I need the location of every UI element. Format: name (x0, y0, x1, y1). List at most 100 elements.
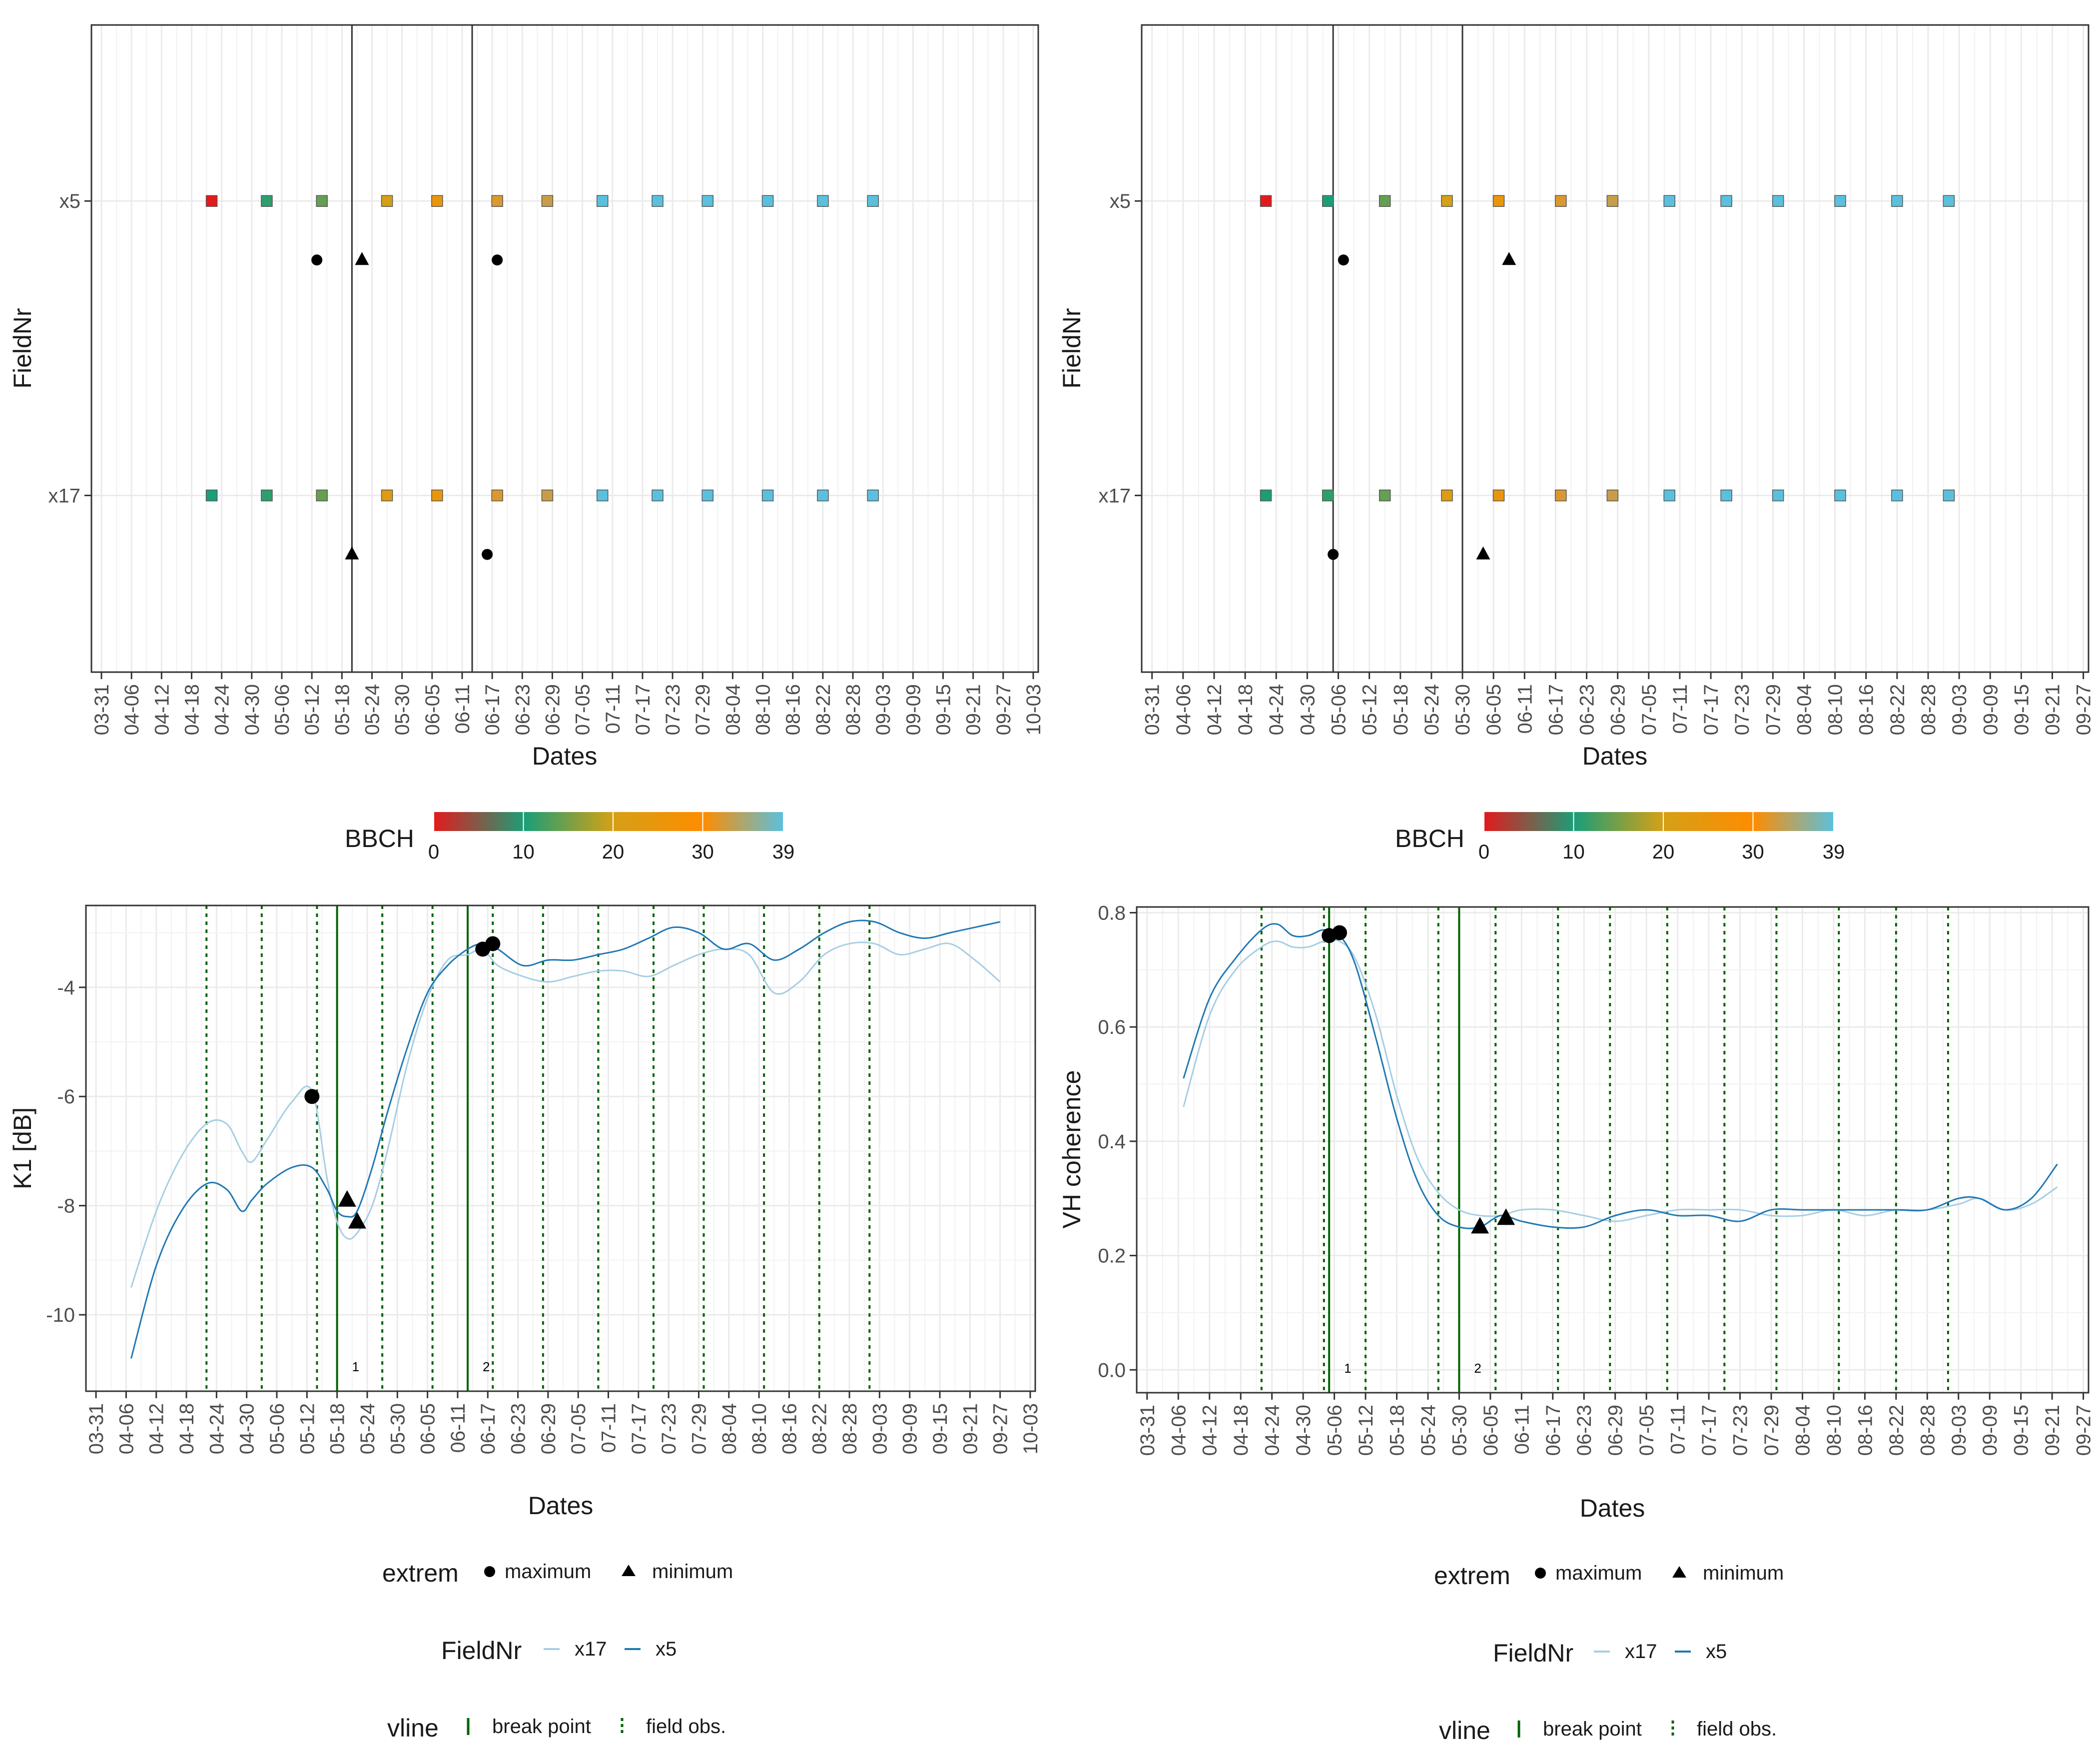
bbch-break-label: 10 (1562, 841, 1585, 863)
bbch-observation-square (1322, 195, 1334, 207)
x-tick-label: 06-05 (422, 684, 444, 735)
x-tick-label: 06-29 (1607, 684, 1629, 735)
data-marks (205, 195, 879, 560)
grid-lines (91, 25, 1038, 672)
x-tick-label: 04-30 (1297, 684, 1319, 735)
x-tick-label: 07-05 (572, 684, 594, 735)
bbch-observation-square (1891, 489, 1903, 502)
x-axis: 03-31 04-06 04-12 04-18 04-24 04-30 05-06 05-12… (1137, 1393, 2095, 1456)
x-tick-label: 06-29 (1605, 1405, 1627, 1456)
bbch-break-label: 39 (1823, 841, 1845, 863)
minimum-point (1497, 1208, 1515, 1225)
bbch-observation-square (701, 195, 714, 207)
y-tick-label: 0.4 (1098, 1131, 1126, 1153)
x17-label: x17 (1625, 1641, 1657, 1663)
extreme-points (304, 936, 501, 1229)
x-tick-label: 09-27 (2073, 684, 2095, 735)
y-tick-label: -6 (57, 1086, 75, 1108)
y-tick-label: 0.2 (1098, 1245, 1126, 1267)
x-axis-title: Dates (532, 742, 598, 770)
x-tick-label: 08-28 (1918, 684, 1940, 735)
maximum-point (482, 549, 493, 560)
x-tick-label: 04-24 (206, 1403, 228, 1454)
bbch-observation-square (1441, 195, 1453, 207)
bbch-observation-square (316, 489, 328, 502)
series-line-x17 (1183, 939, 2058, 1222)
x-tick-label: 09-15 (2011, 1405, 2033, 1456)
x-tick-label: 08-04 (1793, 684, 1815, 735)
minimum-key-icon (622, 1565, 636, 1576)
x-tick-label: 06-29 (542, 684, 564, 735)
y-tick-label: 0.8 (1098, 902, 1126, 924)
x-tick-label: 06-11 (452, 684, 474, 734)
bbch-observation-square (431, 195, 443, 207)
fieldnr-legend-right: FieldNr x17 x5 (1493, 1639, 1727, 1667)
x17-label: x17 (575, 1638, 607, 1660)
x-tick-label: 07-23 (1731, 684, 1753, 735)
x-tick-label: 06-05 (1480, 1405, 1502, 1456)
bbch-observation-square (1606, 195, 1619, 207)
x-tick-label: 05-18 (1386, 1405, 1408, 1456)
x-axis-title: Dates (1582, 742, 1648, 770)
x-tick-label: 09-15 (932, 684, 954, 735)
y-tick-label: x5 (1110, 190, 1131, 212)
bbch-observation-square (817, 195, 829, 207)
y-tick-label: x5 (59, 190, 80, 212)
x-tick-label: 06-05 (417, 1403, 439, 1454)
x-tick-label: 08-10 (752, 684, 774, 735)
minimum-point (348, 1212, 366, 1229)
x-tick-label: 04-30 (236, 1403, 258, 1454)
vline-legend-left: vline break point field obs. (387, 1714, 726, 1742)
x-tick-label: 05-12 (1355, 1405, 1377, 1456)
extrem-legend-right: extrem maximum minimum (1434, 1562, 1784, 1590)
y-tick-label: -4 (57, 977, 75, 999)
x-tick-label: 04-24 (211, 684, 233, 735)
x-tick-label: 05-18 (331, 684, 353, 735)
x-tick-label: 08-28 (839, 1403, 861, 1454)
x-tick-label: 06-23 (1576, 684, 1598, 735)
x-tick-label: 05-24 (357, 1403, 379, 1454)
x-tick-label: 07-23 (1730, 1405, 1752, 1456)
x-tick-label: 04-12 (1204, 684, 1226, 735)
minimum-point (1471, 1217, 1489, 1234)
bbch-observation-square (1834, 195, 1846, 207)
x-tick-label: 09-03 (1948, 1405, 1970, 1456)
break-point-number: 2 (483, 1359, 490, 1374)
bbch-observation-square (1606, 489, 1619, 502)
x-tick-label: 06-11 (447, 1403, 469, 1453)
fieldnr-legend-title: FieldNr (441, 1637, 522, 1665)
break-lines (351, 25, 473, 672)
extrem-legend-left: extrem maximum minimum (382, 1559, 733, 1587)
y-axis-title: K1 [dB] (8, 1107, 36, 1189)
x-tick-label: 09-09 (902, 684, 924, 735)
x-tick-label: 04-24 (1262, 1405, 1284, 1456)
x-tick-label: 08-22 (812, 684, 834, 735)
y-tick-label: x17 (1099, 485, 1131, 507)
break-point-number: 1 (352, 1359, 359, 1374)
x-tick-label: 04-30 (1293, 1405, 1315, 1456)
field-obs-label: field obs. (646, 1716, 726, 1738)
maximum-point (1332, 925, 1347, 940)
x-tick-label: 06-23 (508, 1403, 530, 1454)
x-tick-label: 04-06 (1173, 684, 1195, 735)
x-tick-label: 05-06 (271, 684, 293, 735)
x-tick-label: 08-28 (842, 684, 864, 735)
x-tick-label: 07-11 (1667, 1405, 1689, 1454)
bbch-observation-square (541, 195, 554, 207)
x-tick-label: 08-22 (809, 1403, 831, 1454)
x-tick-label: 07-05 (1638, 684, 1660, 735)
fieldnr-legend-left: FieldNr x17 x5 (441, 1637, 677, 1665)
maximum-point (1328, 549, 1339, 560)
y-axis-title: FieldNr (1058, 308, 1086, 388)
x-tick-label: 06-17 (477, 1403, 499, 1454)
series-line-x5 (130, 919, 1000, 1359)
x-tick-label: 07-11 (602, 684, 624, 734)
bbch-observation-square (596, 195, 609, 207)
x-tick-label: 04-12 (151, 684, 173, 735)
y-axis-title: VH coherence (1058, 1070, 1086, 1229)
y-tick-label: -10 (46, 1304, 75, 1326)
panel-border (90, 24, 1039, 673)
y-tick-label: 0.0 (1098, 1359, 1126, 1381)
bbch-observation-square (541, 489, 554, 502)
